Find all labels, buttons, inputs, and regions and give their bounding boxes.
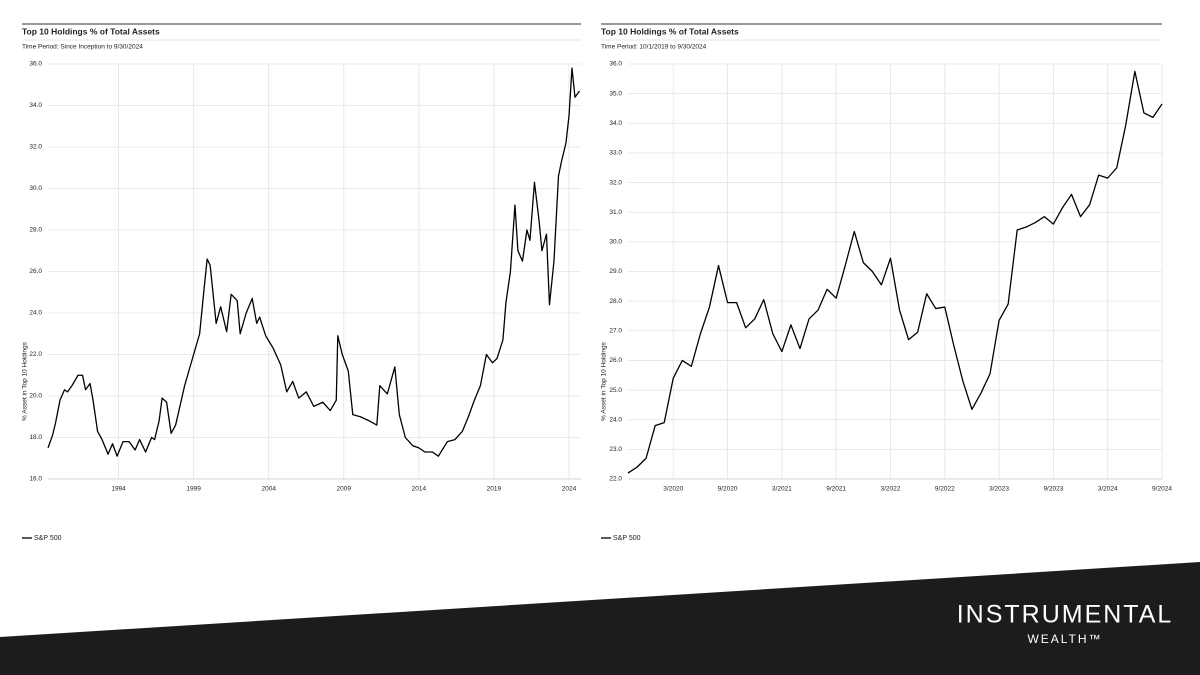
x-tick-label: 3/2024 bbox=[1098, 486, 1118, 493]
x-tick-label: 9/2020 bbox=[718, 486, 738, 493]
y-axis-label: % Asset in Top 10 Holdings bbox=[22, 341, 29, 420]
y-tick-label: 24.0 bbox=[609, 416, 622, 423]
y-tick-label: 34.0 bbox=[609, 120, 622, 127]
y-tick-label: 34.0 bbox=[29, 102, 42, 109]
legend-label: S&P 500 bbox=[613, 535, 641, 542]
brand-name: INSTRUMENTAL bbox=[957, 601, 1174, 629]
y-tick-label: 31.0 bbox=[609, 209, 622, 216]
chart-subtitle: Time Period: Since Inception to 9/30/202… bbox=[22, 44, 143, 51]
y-tick-label: 22.0 bbox=[29, 351, 42, 358]
x-tick-label: 2019 bbox=[487, 486, 502, 493]
y-tick-label: 27.0 bbox=[609, 328, 622, 335]
y-tick-label: 20.0 bbox=[29, 393, 42, 400]
series-line bbox=[627, 70, 1163, 474]
brand-band bbox=[0, 562, 1200, 675]
x-tick-label: 9/2021 bbox=[826, 486, 846, 493]
y-tick-label: 28.0 bbox=[609, 298, 622, 305]
x-tick-label: 1994 bbox=[111, 486, 126, 493]
y-tick-label: 30.0 bbox=[29, 185, 42, 192]
y-tick-label: 29.0 bbox=[609, 268, 622, 275]
y-tick-label: 32.0 bbox=[29, 144, 42, 151]
y-tick-label: 18.0 bbox=[29, 434, 42, 441]
x-tick-label: 2024 bbox=[562, 486, 577, 493]
x-tick-label: 2004 bbox=[261, 486, 276, 493]
y-tick-label: 16.0 bbox=[29, 476, 42, 483]
y-tick-label: 26.0 bbox=[609, 357, 622, 364]
y-axis-label: % Asset in Top 10 Holdings bbox=[601, 341, 608, 420]
legend-label: S&P 500 bbox=[34, 535, 62, 542]
y-tick-label: 25.0 bbox=[609, 387, 622, 394]
y-tick-label: 22.0 bbox=[609, 476, 622, 483]
chart-subtitle: Time Period: 10/1/2019 to 9/30/2024 bbox=[601, 44, 707, 51]
brand-sub: WEALTH™ bbox=[1027, 632, 1102, 646]
chart-title: Top 10 Holdings % of Total Assets bbox=[22, 26, 160, 36]
x-tick-label: 9/2023 bbox=[1043, 486, 1063, 493]
x-tick-label: 1999 bbox=[186, 486, 201, 493]
x-tick-label: 2014 bbox=[412, 486, 427, 493]
y-tick-label: 35.0 bbox=[609, 90, 622, 97]
x-tick-label: 9/2024 bbox=[1152, 486, 1172, 493]
y-tick-label: 36.0 bbox=[29, 61, 42, 68]
y-tick-label: 23.0 bbox=[609, 446, 622, 453]
y-tick-label: 33.0 bbox=[609, 150, 622, 157]
x-tick-label: 9/2022 bbox=[935, 486, 955, 493]
y-tick-label: 30.0 bbox=[609, 239, 622, 246]
y-tick-label: 32.0 bbox=[609, 179, 622, 186]
x-tick-label: 3/2022 bbox=[881, 486, 901, 493]
y-tick-label: 26.0 bbox=[29, 268, 42, 275]
x-tick-label: 2009 bbox=[337, 486, 352, 493]
x-tick-label: 3/2020 bbox=[663, 486, 683, 493]
x-tick-label: 3/2021 bbox=[772, 486, 792, 493]
y-tick-label: 36.0 bbox=[609, 61, 622, 68]
x-tick-label: 3/2023 bbox=[989, 486, 1009, 493]
y-tick-label: 28.0 bbox=[29, 227, 42, 234]
y-tick-label: 24.0 bbox=[29, 310, 42, 317]
series-line bbox=[47, 67, 581, 457]
chart-title: Top 10 Holdings % of Total Assets bbox=[601, 26, 739, 36]
